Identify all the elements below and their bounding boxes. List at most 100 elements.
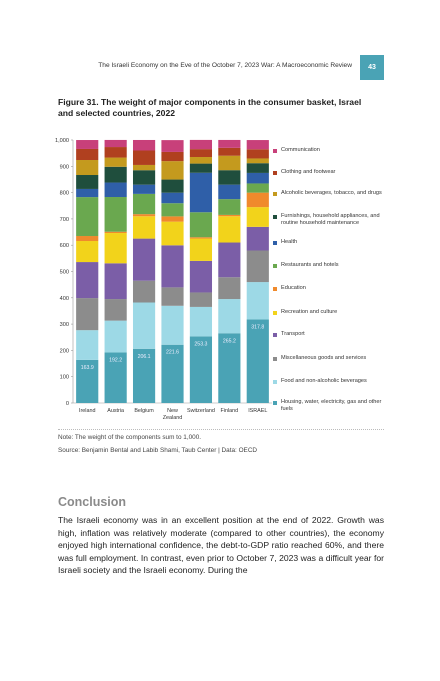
x-tick-label: ISRAEL (248, 408, 268, 414)
figure-title: Figure 31. The weight of major component… (58, 97, 362, 118)
bar-segment (132, 164, 156, 171)
y-tick-label: 800 (60, 191, 69, 197)
legend-label: Communication (281, 147, 320, 153)
legend-item: Health (273, 239, 385, 246)
bar-segment (218, 216, 241, 243)
bar-segment (161, 161, 184, 180)
legend-swatch (273, 148, 277, 153)
bar-segment (218, 242, 241, 278)
legend-label: Food and non-alcoholic beverages (281, 378, 367, 384)
y-tick-label: 1,000 (55, 138, 69, 144)
bar-segment (104, 157, 127, 167)
bar-segment (161, 221, 184, 246)
bar-segment (246, 163, 269, 173)
x-tick-label: Finland (220, 408, 239, 414)
bar-segment (189, 139, 213, 150)
bar-segment (132, 280, 156, 303)
y-tick-label: 700 (60, 217, 69, 223)
legend-swatch (273, 332, 277, 337)
bar-segment (104, 263, 127, 300)
legend-swatch (273, 263, 277, 268)
bar-segment (104, 147, 127, 158)
legend-label: Transport (281, 331, 305, 337)
bar-segment (104, 139, 127, 148)
bar-segment (132, 302, 156, 349)
legend-item: Alcoholic beverages, tobacco, and drugs (273, 190, 385, 197)
bar-segment (132, 193, 156, 215)
x-tick-label: Belgium (134, 408, 154, 414)
legend-swatch (273, 214, 277, 219)
bar-segment (161, 245, 184, 288)
bar-segment (76, 330, 99, 360)
bar-segment (189, 292, 213, 307)
bar-segment (189, 157, 213, 164)
y-tick-label: 400 (60, 296, 69, 302)
legend-item: Miscellaneous goods and services (273, 355, 385, 362)
legend-item: Clothing and footwear (273, 169, 385, 176)
bar-segment (104, 182, 127, 198)
bar-segment (76, 241, 99, 263)
bar-segment (189, 237, 213, 239)
y-tick-label: 0 (66, 401, 69, 407)
bar-segment (161, 140, 184, 152)
paragraph: The Israeli economy was in an excellent … (58, 515, 384, 576)
bar-segment (189, 212, 213, 238)
bar-segment (189, 306, 213, 337)
bar-segment (104, 352, 127, 403)
bar-segment (189, 336, 213, 403)
bar-segment (104, 233, 127, 264)
y-tick-label: 900 (60, 164, 69, 170)
bar-segment (104, 166, 127, 183)
y-tick-label: 100 (60, 375, 69, 381)
bar-segment (189, 172, 213, 213)
legend-swatch (273, 170, 277, 175)
bar-segment (246, 250, 269, 283)
bar-segment (246, 183, 269, 193)
bar-segment (76, 160, 99, 176)
bar-segment (132, 170, 156, 185)
bar-segment (132, 348, 156, 403)
bar-segment (76, 140, 99, 149)
bar-segment (76, 175, 99, 189)
legend-label: Miscellaneous goods and services (281, 355, 367, 361)
data-label: 192.2 (109, 357, 122, 363)
data-label: 253.3 (194, 341, 207, 347)
legend-item: Communication (273, 147, 385, 154)
bar-segment (246, 319, 269, 403)
bar-segment (76, 298, 99, 331)
bar-segment (104, 320, 127, 353)
legend-label: Recreation and culture (281, 309, 338, 315)
figure-source: Source: Benjamin Bental and Labib Shami,… (58, 447, 258, 454)
data-label: 206.1 (138, 354, 151, 360)
bar-segment (161, 151, 184, 162)
bar-segment (161, 192, 184, 204)
divider (58, 429, 384, 430)
bar-segment (246, 282, 269, 320)
bar-segment (218, 184, 241, 200)
bar-segment (76, 262, 99, 299)
bar-segment (189, 149, 213, 158)
bar-segment (104, 197, 127, 232)
bar-segment (76, 359, 99, 403)
legend-item: Education (273, 285, 385, 292)
bar-segment (218, 139, 241, 148)
y-tick-label: 300 (60, 322, 69, 328)
bar-segment (246, 192, 269, 208)
bar-segment (132, 214, 156, 217)
data-label: 317.8 (251, 324, 264, 330)
bar-segment (218, 214, 241, 217)
bar-segment (132, 139, 156, 151)
bar-segment (189, 238, 213, 261)
legend-label: Alcoholic beverages, tobacco, and drugs (281, 190, 382, 196)
bar-segment (218, 299, 241, 334)
data-label: 163.9 (81, 365, 94, 371)
legend-swatch (273, 286, 277, 291)
data-label: 221.6 (166, 350, 179, 356)
bar-segment (132, 184, 156, 194)
bar-segment (246, 207, 269, 227)
legend-item: Food and non-alcoholic beverages (273, 378, 385, 385)
bar-segment (218, 277, 241, 300)
bar-segment (246, 158, 269, 164)
running-title: The Israeli Economy on the Eve of the Oc… (98, 62, 352, 69)
